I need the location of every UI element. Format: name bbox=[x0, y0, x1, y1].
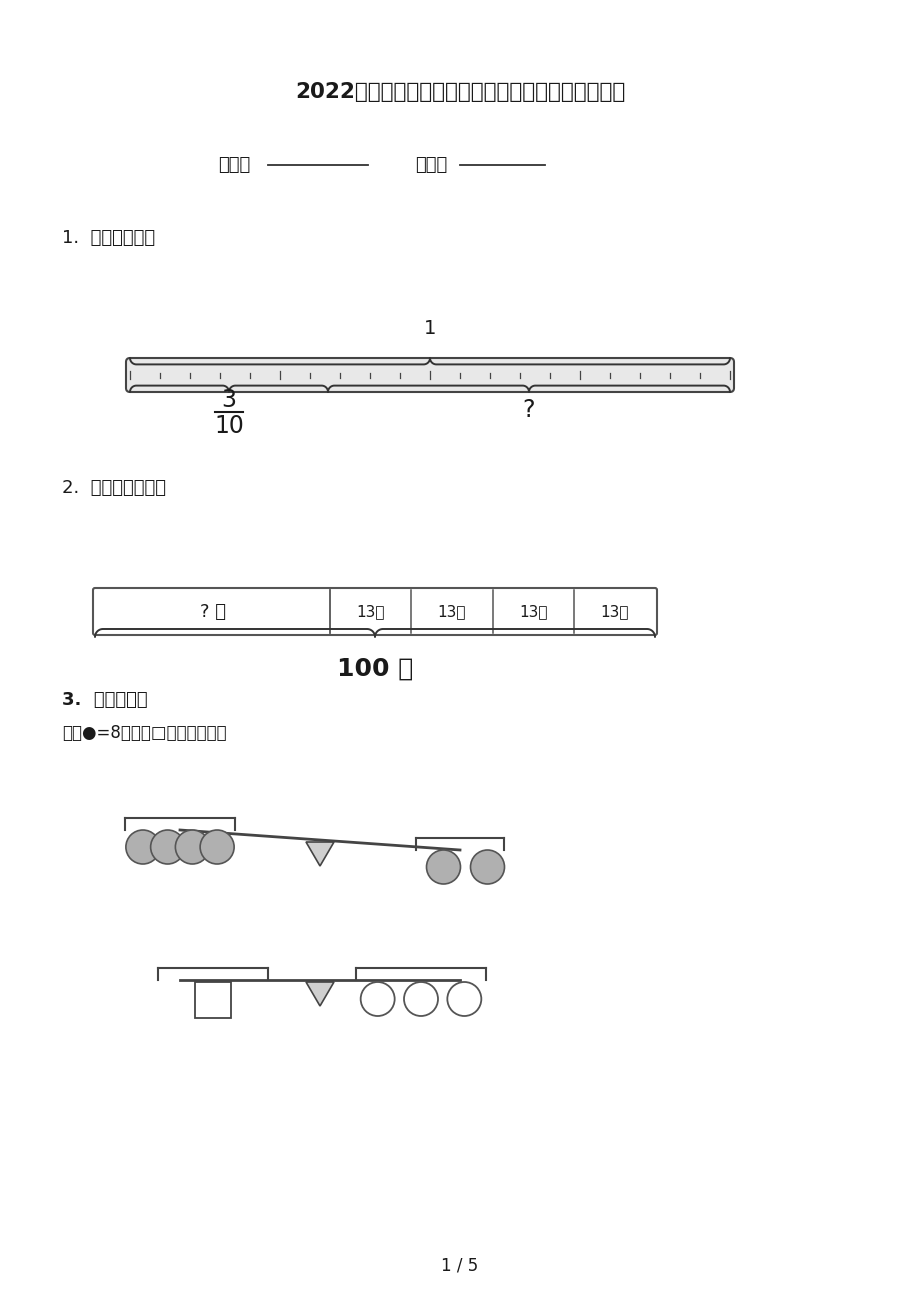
Circle shape bbox=[470, 850, 504, 884]
Circle shape bbox=[200, 829, 233, 865]
Text: 2.  看图列式计算。: 2. 看图列式计算。 bbox=[62, 479, 165, 497]
Circle shape bbox=[360, 982, 394, 1016]
Circle shape bbox=[447, 982, 481, 1016]
Text: 13元: 13元 bbox=[357, 604, 385, 618]
Text: 3.  列式计算。: 3. 列式计算。 bbox=[62, 691, 147, 710]
Bar bbox=[195, 982, 231, 1018]
Circle shape bbox=[151, 829, 185, 865]
Text: 班级：: 班级： bbox=[218, 156, 250, 174]
Circle shape bbox=[126, 829, 160, 865]
Circle shape bbox=[403, 982, 437, 1016]
Text: 姓名：: 姓名： bbox=[414, 156, 447, 174]
Text: ? 元: ? 元 bbox=[199, 603, 225, 621]
Text: 3: 3 bbox=[221, 388, 236, 411]
Circle shape bbox=[426, 850, 460, 884]
FancyBboxPatch shape bbox=[93, 589, 656, 635]
Polygon shape bbox=[306, 842, 334, 866]
Text: 13元: 13元 bbox=[599, 604, 628, 618]
Text: ?: ? bbox=[522, 398, 535, 422]
Text: 1: 1 bbox=[424, 319, 436, 337]
Text: 2022年三年级数学下学期看图列式计算全能专项练习: 2022年三年级数学下学期看图列式计算全能专项练习 bbox=[295, 82, 624, 102]
FancyBboxPatch shape bbox=[126, 358, 733, 392]
Text: 1 / 5: 1 / 5 bbox=[441, 1256, 478, 1273]
Text: 10: 10 bbox=[214, 414, 244, 437]
Text: 13元: 13元 bbox=[437, 604, 466, 618]
Text: 100 元: 100 元 bbox=[336, 658, 413, 681]
Text: 已知●=8千克，□是多少千克？: 已知●=8千克，□是多少千克？ bbox=[62, 724, 226, 742]
Text: 1.  看图写算式。: 1. 看图写算式。 bbox=[62, 229, 155, 247]
Polygon shape bbox=[306, 982, 334, 1006]
Circle shape bbox=[176, 829, 210, 865]
Text: 13元: 13元 bbox=[518, 604, 547, 618]
